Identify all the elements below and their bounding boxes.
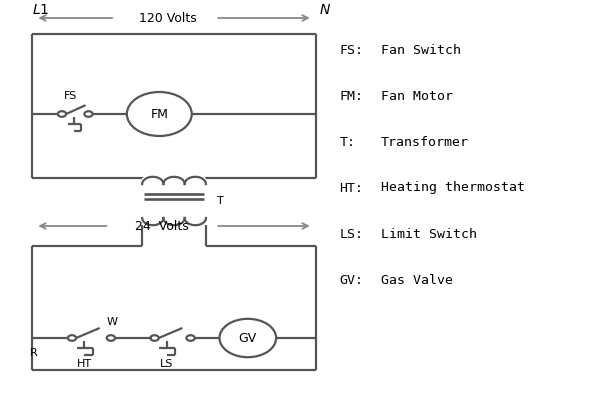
Text: $N$: $N$ [319,3,330,17]
Text: GV:: GV: [339,274,363,286]
Text: HT:: HT: [339,182,363,194]
Text: Heating thermostat: Heating thermostat [381,182,525,194]
Text: W: W [107,317,117,327]
Text: HT: HT [77,359,92,369]
Text: Gas Valve: Gas Valve [381,274,453,286]
Text: Transformer: Transformer [381,136,468,148]
Text: FM:: FM: [339,90,363,102]
Text: $L1$: $L1$ [32,3,50,17]
Text: T: T [217,196,223,206]
Text: 24  Volts: 24 Volts [135,220,189,232]
Text: GV: GV [239,332,257,344]
Text: FS: FS [64,91,77,101]
Text: R: R [30,348,38,358]
Text: LS:: LS: [339,228,363,240]
Text: Fan Switch: Fan Switch [381,44,461,56]
Text: LS: LS [160,359,173,369]
Text: 120 Volts: 120 Volts [139,12,197,24]
Text: Fan Motor: Fan Motor [381,90,453,102]
Text: FM: FM [150,108,168,120]
Text: Limit Switch: Limit Switch [381,228,477,240]
Text: FS:: FS: [339,44,363,56]
Text: T:: T: [339,136,355,148]
